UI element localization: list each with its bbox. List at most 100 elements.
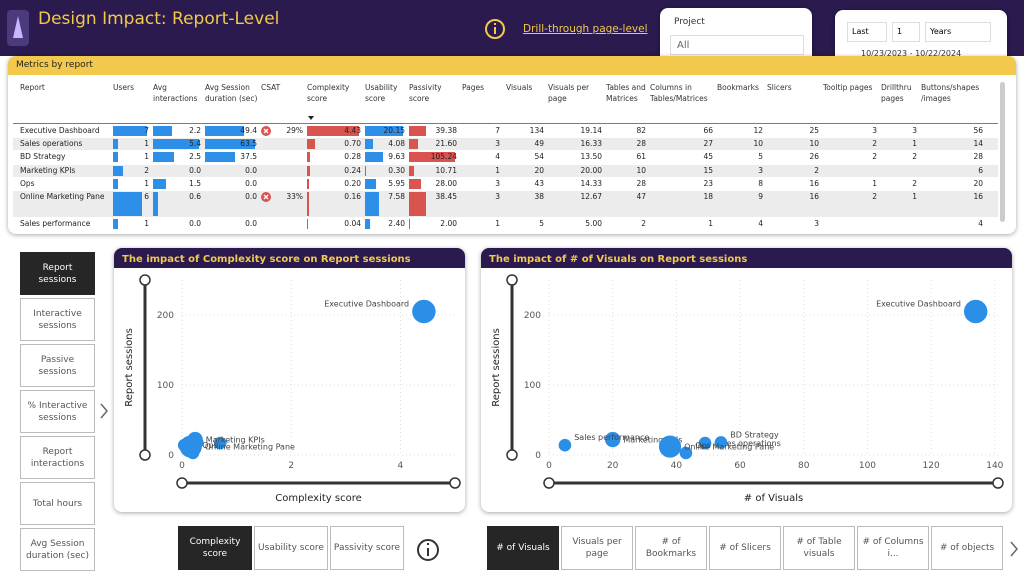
data-bar: [409, 219, 410, 229]
filter-label: Project: [674, 17, 705, 27]
x-tick-label: 80: [798, 461, 810, 471]
cell: 56: [973, 126, 983, 135]
data-bar: [409, 139, 419, 149]
toggle-button[interactable]: # of Table visuals: [783, 526, 855, 570]
info-icon[interactable]: [484, 18, 506, 40]
cell: 10: [809, 139, 819, 148]
cell: 47: [636, 192, 646, 201]
toggle-button[interactable]: Passivity score: [330, 526, 404, 570]
row-band: [13, 191, 998, 217]
cell: 20: [534, 166, 544, 175]
icon-cross: [263, 128, 269, 134]
toggle-button[interactable]: Interactive sessions: [20, 298, 95, 341]
toggle-button[interactable]: Usability score: [254, 526, 328, 570]
slider-handle: [139, 449, 151, 461]
row-label: Executive Dashboard: [20, 126, 100, 135]
cell: 7: [495, 126, 500, 135]
toggle-button[interactable]: # of Columns i...: [857, 526, 929, 570]
cell: 0.0: [189, 219, 201, 228]
data-bar: [113, 139, 118, 149]
cell: 18: [703, 192, 713, 201]
date-mode[interactable]: Last: [847, 22, 887, 42]
cell: 6: [144, 192, 149, 201]
point-label: Executive Dashboard: [876, 300, 961, 309]
cell: 1: [144, 152, 149, 161]
toggle-button[interactable]: # of Bookmarks: [635, 526, 707, 570]
data-bar: [113, 179, 118, 189]
date-unit[interactable]: Years: [925, 22, 991, 42]
cell: 63.5: [240, 139, 257, 148]
toggle-button[interactable]: Visuals per page: [561, 526, 633, 570]
cell: 16: [973, 192, 983, 201]
chevron[interactable]: [1008, 540, 1020, 558]
cell: 5.4: [189, 139, 201, 148]
bubble: [412, 299, 436, 324]
cell: 4.08: [388, 139, 405, 148]
data-bar: [307, 152, 311, 162]
cell: 38.45: [435, 192, 457, 201]
cell: 43: [534, 179, 544, 188]
date-count[interactable]: 1: [892, 22, 920, 42]
data-bar: [153, 126, 172, 136]
scrollbar[interactable]: [1000, 82, 1005, 222]
toggle-button[interactable]: Report interactions: [20, 436, 95, 479]
cell: 0.28: [344, 152, 361, 161]
column-header: Visuals per page: [548, 83, 590, 103]
column-header: Columns in Tables/Matrices: [650, 83, 708, 103]
page-title: Design Impact: Report-Level: [38, 9, 280, 29]
x-tick-label: 40: [671, 461, 683, 471]
chart-title: The impact of # of Visuals on Report ses…: [489, 254, 747, 265]
y-tick-label: 200: [524, 311, 541, 321]
cell: 20.00: [580, 166, 602, 175]
data-bar: [365, 166, 366, 176]
chevron[interactable]: [98, 402, 110, 420]
column-header: Visuals: [506, 83, 533, 92]
cell: 13.50: [580, 152, 602, 161]
cell: 0.30: [388, 166, 405, 175]
cell: 4.43: [344, 126, 361, 135]
cell: 15: [703, 166, 713, 175]
toggle-button[interactable]: % Interactive sessions: [20, 390, 95, 433]
cell: 4: [495, 152, 500, 161]
cell: 16.33: [580, 139, 602, 148]
point-label: Marketing KPIs: [206, 436, 265, 445]
cell: 9: [758, 192, 763, 201]
cell: 21.60: [435, 139, 457, 148]
x-tick-label: 20: [607, 461, 619, 471]
y-tick-label: 0: [535, 451, 541, 461]
data-bar: [205, 152, 235, 162]
drill-link[interactable]: Drill-through page-level: [523, 23, 648, 35]
cell: 0.70: [344, 139, 361, 148]
x-tick-label: 60: [734, 461, 746, 471]
cell: 0.0: [189, 166, 201, 175]
data-bar: [409, 166, 414, 176]
toggle-button[interactable]: Passive sessions: [20, 344, 95, 387]
cell: 0.0: [245, 192, 257, 201]
cell: 1.5: [189, 179, 201, 188]
info-icon[interactable]: [415, 537, 441, 563]
bubble: [605, 431, 621, 448]
cell: 134: [529, 126, 544, 135]
point-label: Executive Dashboard: [324, 300, 409, 309]
column-header: Tooltip pages: [823, 83, 873, 92]
toggle-button[interactable]: Report sessions: [20, 252, 95, 295]
toggle-button[interactable]: Avg Session duration (sec): [20, 528, 95, 571]
cell: 45: [703, 152, 713, 161]
x-tick-label: 2: [288, 461, 294, 471]
toggle-button[interactable]: # of Slicers: [709, 526, 781, 570]
toggle-button[interactable]: Total hours: [20, 482, 95, 525]
cell: 0.20: [344, 179, 361, 188]
cell: 14: [973, 139, 983, 148]
toggle-button[interactable]: Complexity score: [178, 526, 252, 570]
toggle-button[interactable]: # of Visuals: [487, 526, 559, 570]
cell: 0.24: [344, 166, 361, 175]
cell: 12.67: [580, 192, 602, 201]
cell: 3: [912, 126, 917, 135]
bubble: [714, 436, 728, 449]
toggle-button[interactable]: # of objects: [931, 526, 1003, 570]
data-bar: [307, 179, 310, 189]
cell: 82: [636, 126, 646, 135]
filter-value[interactable]: All: [670, 35, 804, 55]
cell: 105.24: [430, 152, 457, 161]
